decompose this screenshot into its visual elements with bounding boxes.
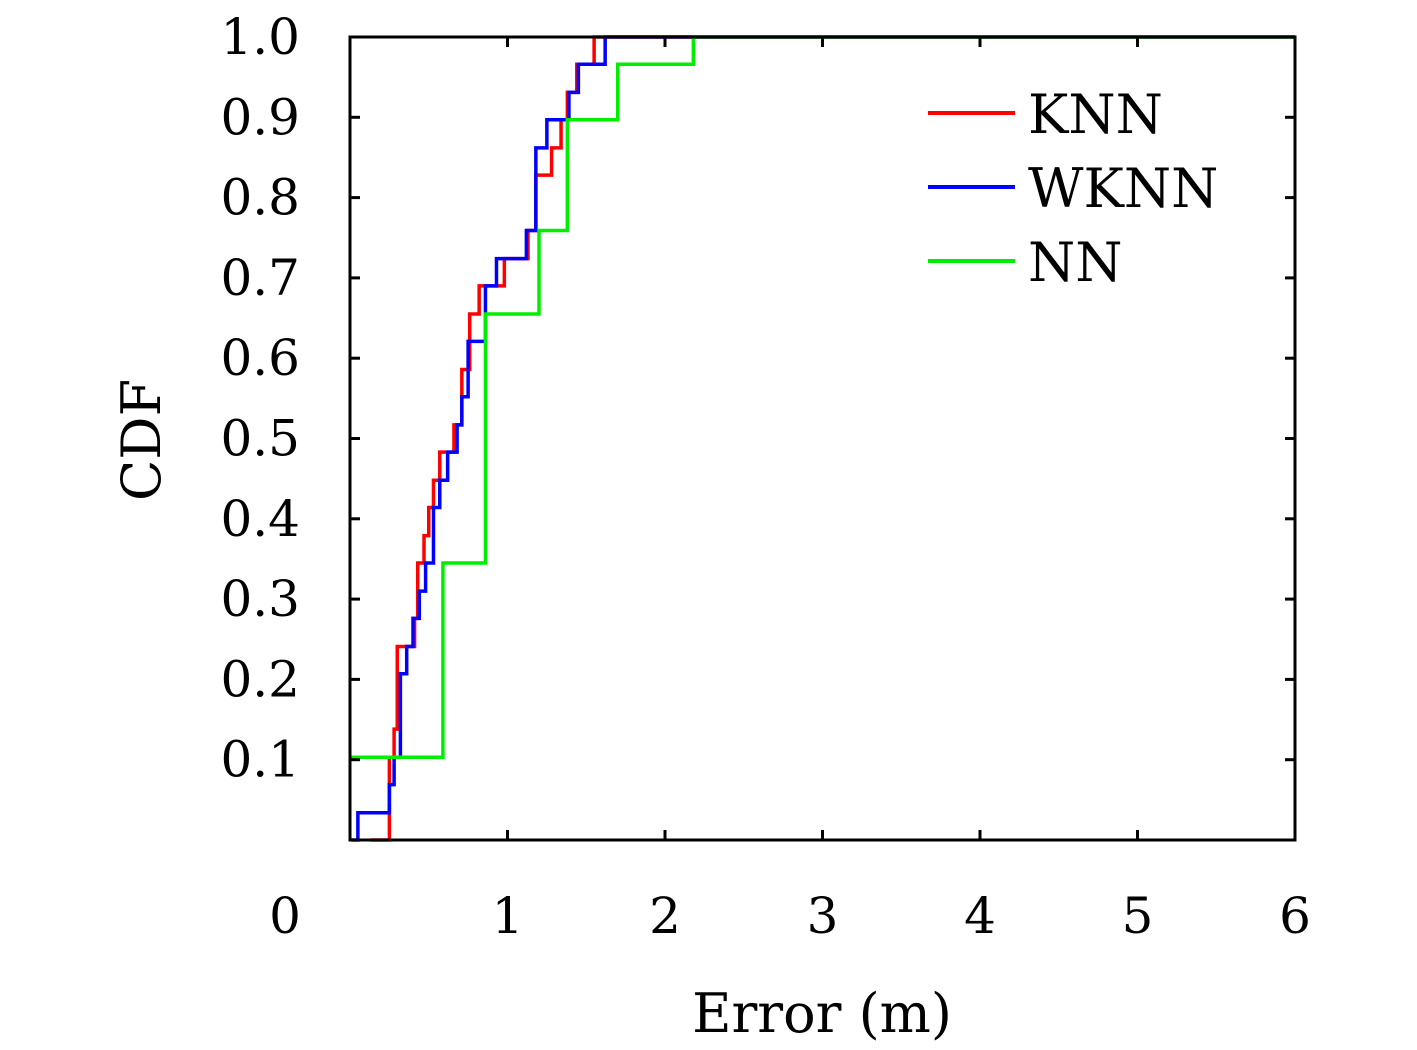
series-layer bbox=[350, 35, 1295, 842]
y-tick-label: 0.2 bbox=[220, 650, 300, 708]
series-line-nn bbox=[350, 35, 1295, 760]
x-tick-label: 3 bbox=[807, 887, 839, 945]
legend-label-wknn: WKNN bbox=[1028, 157, 1218, 220]
y-tick-label: 0.6 bbox=[220, 329, 300, 387]
y-tick-label: 0.8 bbox=[220, 169, 300, 227]
y-axis-label: CDF bbox=[110, 379, 173, 501]
x-tick-label: 5 bbox=[1122, 887, 1154, 945]
tick-layer: 0 1 2 3 4 5 6 0.1 0.2 0.3 0.4 0.5 0.6 0.7 0.8 0.9 1.0 bbox=[220, 8, 1310, 945]
legend: KNN WKNN NN bbox=[928, 83, 1218, 294]
plot-frame bbox=[348, 35, 1297, 842]
legend-label-knn: KNN bbox=[1028, 83, 1163, 146]
x-tick-label: 2 bbox=[649, 887, 681, 945]
x-axis-label: Error (m) bbox=[692, 982, 952, 1045]
x-tick-label: 0 bbox=[269, 887, 301, 945]
x-tick-label: 6 bbox=[1279, 887, 1311, 945]
x-tick-label: 1 bbox=[492, 887, 524, 945]
y-tick-label: 0.3 bbox=[220, 570, 300, 628]
y-tick-label: 0.4 bbox=[220, 490, 300, 548]
y-tick-label: 1.0 bbox=[220, 8, 300, 66]
y-tick-label: 0.7 bbox=[220, 249, 300, 307]
y-tick-label: 0.9 bbox=[220, 88, 300, 146]
y-tick-label: 0.1 bbox=[220, 731, 300, 789]
legend-label-nn: NN bbox=[1028, 231, 1123, 294]
x-tick-label: 4 bbox=[964, 887, 996, 945]
y-tick-label: 0.5 bbox=[220, 410, 300, 468]
